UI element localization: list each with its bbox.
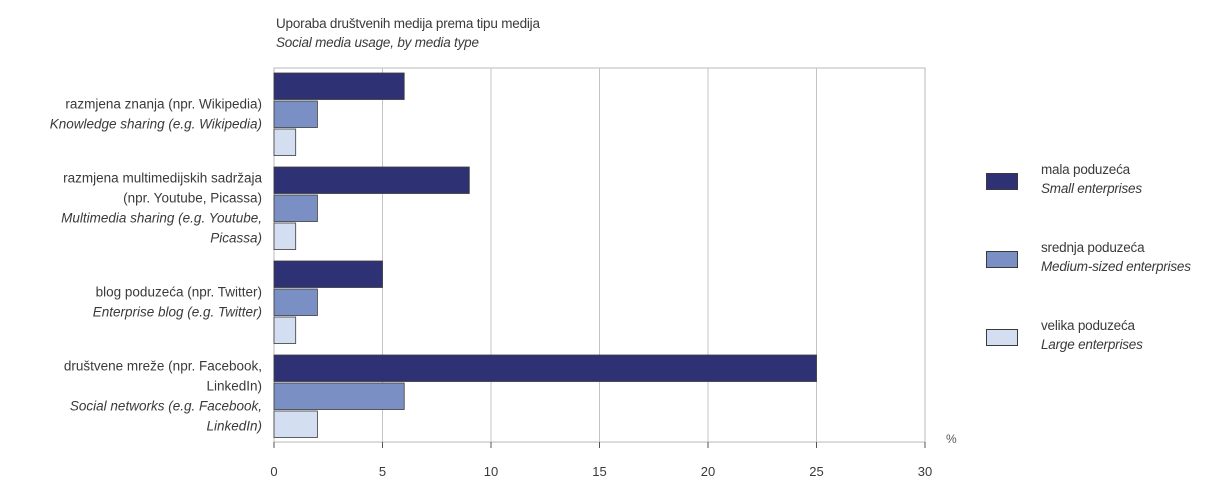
category-label-2-line-4: Picassa) [210, 230, 262, 245]
bar-4-large [273, 410, 318, 438]
chart-subtitle: Social media usage, by media type [276, 35, 479, 50]
x-tick-label-30: 30 [918, 464, 932, 479]
category-label-1-line-2: Knowledge sharing (e.g. Wikipedia) [50, 116, 262, 131]
category-label-3-line-1: blog poduzeća (npr. Twitter) [96, 284, 262, 299]
legend-swatch-small [986, 173, 1018, 190]
x-tick-label-5: 5 [379, 464, 386, 479]
bar-4-medium [273, 382, 405, 410]
category-label-1-line-1: razmjena znanja (npr. Wikipedia) [65, 96, 262, 111]
chart-title: Uporaba društvenih medija prema tipu med… [276, 16, 540, 31]
category-label-2-line-2: (npr. Youtube, Picassa) [123, 190, 262, 205]
x-tick-label-0: 0 [270, 464, 277, 479]
category-label-4-line-1: društvene mreže (npr. Facebook, [64, 358, 262, 373]
category-label-4-line-3: Social networks (e.g. Facebook, [70, 398, 262, 413]
bar-1-large [273, 128, 297, 156]
legend-label-medium: srednja poduzeća Medium-sized enterprise… [1041, 240, 1191, 274]
bar-4-small [273, 354, 817, 382]
bar-2-large [273, 222, 297, 250]
category-label-2-line-3: Multimedia sharing (e.g. Youtube, [61, 210, 262, 225]
legend-label-small: mala poduzeća Small enterprises [1041, 162, 1142, 196]
x-tick-label-25: 25 [809, 464, 823, 479]
bar-2-small [273, 166, 470, 194]
chart-title-block: Uporaba društvenih medija prema tipu med… [276, 14, 540, 52]
bar-3-medium [273, 288, 318, 316]
bar-1-small [273, 72, 405, 100]
x-tick-label-10: 10 [484, 464, 498, 479]
legend-swatch-large [986, 329, 1018, 346]
category-label-4-line-2: LinkedIn) [206, 378, 262, 393]
legend-label-large: velika poduzeća Large enterprises [1041, 318, 1143, 352]
category-label-4-line-4: LinkedIn) [206, 418, 262, 433]
x-axis-unit: % [946, 432, 957, 446]
category-label-2-line-1: razmjena multimedijskih sadržaja [63, 170, 262, 185]
category-label-3-line-2: Enterprise blog (e.g. Twitter) [93, 304, 262, 319]
bar-3-small [273, 260, 383, 288]
bar-3-large [273, 316, 297, 344]
x-tick-label-20: 20 [701, 464, 715, 479]
x-tick-label-15: 15 [592, 464, 606, 479]
bar-2-medium [273, 194, 318, 222]
bar-1-medium [273, 100, 318, 128]
legend-swatch-medium [986, 251, 1018, 268]
